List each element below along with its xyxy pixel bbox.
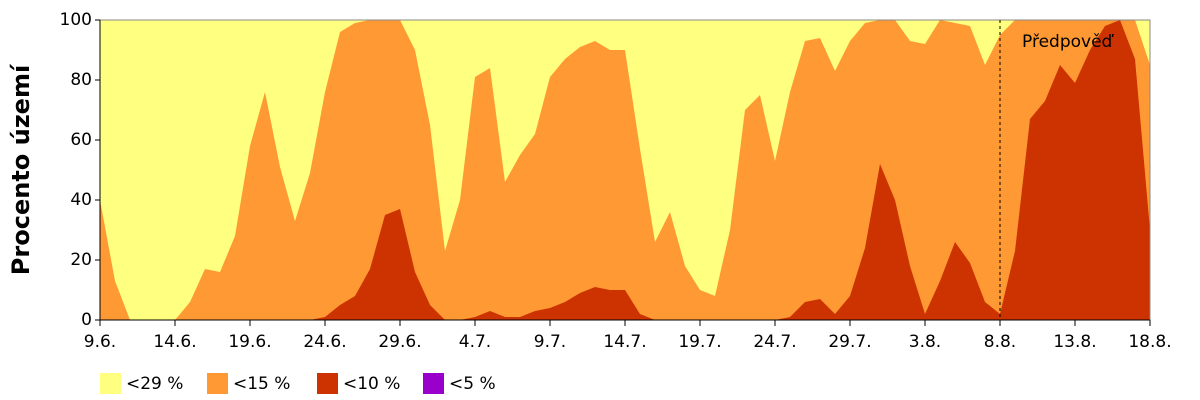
x-tick-label: 14.6. bbox=[153, 332, 196, 352]
y-tick-label: 60 bbox=[70, 130, 92, 150]
legend-swatch bbox=[423, 373, 444, 394]
x-tick-label: 24.7. bbox=[753, 332, 796, 352]
legend-label: <15 % bbox=[233, 374, 290, 394]
x-tick-label: 18.8. bbox=[1128, 332, 1171, 352]
x-tick-label: 29.7. bbox=[828, 332, 871, 352]
y-tick-label: 0 bbox=[81, 310, 92, 330]
x-tick-label: 3.8. bbox=[909, 332, 941, 352]
x-tick-label: 14.7. bbox=[603, 332, 646, 352]
x-tick-label: 19.6. bbox=[228, 332, 271, 352]
legend-label: <29 % bbox=[126, 374, 183, 394]
x-tick-label: 13.8. bbox=[1053, 332, 1096, 352]
x-tick-label: 24.6. bbox=[303, 332, 346, 352]
x-tick-label: 19.7. bbox=[678, 332, 721, 352]
legend-label: <5 % bbox=[449, 374, 496, 394]
x-tick-label: 4.7. bbox=[459, 332, 491, 352]
y-axis-label: Procento území bbox=[7, 63, 35, 275]
legend-swatch bbox=[100, 373, 121, 394]
y-tick-label: 80 bbox=[70, 70, 92, 90]
x-tick-label: 29.6. bbox=[378, 332, 421, 352]
legend-label: <10 % bbox=[343, 374, 400, 394]
area bbox=[100, 20, 1150, 320]
forecast-label: Předpověď bbox=[1022, 32, 1115, 52]
x-tick-label: 9.6. bbox=[84, 332, 116, 352]
y-tick-label: 100 bbox=[60, 10, 92, 30]
legend-swatch bbox=[207, 373, 228, 394]
y-tick-label: 20 bbox=[70, 250, 92, 270]
legend-swatch bbox=[317, 373, 338, 394]
x-tick-label: 9.7. bbox=[534, 332, 566, 352]
y-tick-label: 40 bbox=[70, 190, 92, 210]
x-tick-label: 8.8. bbox=[984, 332, 1016, 352]
